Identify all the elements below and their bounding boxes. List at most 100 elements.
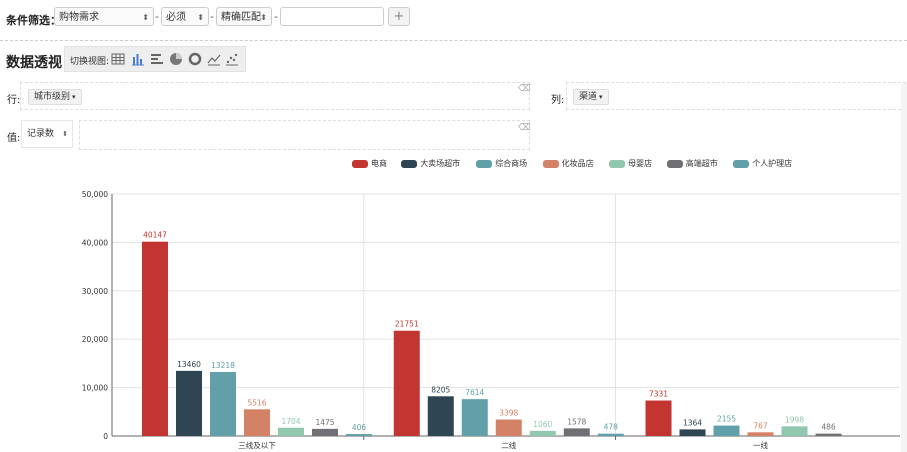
pivot-title: 数据透视 [6, 55, 62, 71]
data-label: 478 [604, 423, 619, 432]
bar [176, 370, 202, 436]
field-select-value: 购物需求 [59, 12, 99, 23]
legend-label: 大卖场超市 [420, 159, 461, 168]
row-field-label: 城市级别 [34, 92, 71, 102]
legend-item[interactable]: 大卖场超市 [401, 158, 460, 169]
data-label: 21751 [395, 320, 419, 329]
legend-swatch [666, 159, 683, 168]
data-label: 767 [753, 421, 768, 430]
col-drop-zone[interactable] [566, 82, 906, 110]
bar-chart-icon[interactable] [131, 52, 145, 66]
legend-swatch [476, 159, 493, 168]
col-field-label: 渠道 [579, 92, 598, 102]
val-label: 值: [7, 133, 21, 144]
bar [346, 434, 372, 436]
legend-item[interactable]: 电商 [352, 158, 387, 169]
y-tick-label: 30,000 [82, 287, 108, 296]
pie-chart-icon[interactable] [169, 52, 183, 66]
bar [461, 399, 488, 436]
bar [427, 396, 454, 436]
value-select[interactable]: 记录数 ⬍ [21, 120, 73, 148]
caret-down-icon: ▾ [72, 93, 76, 101]
data-label: 1704 [281, 417, 300, 426]
condition-select[interactable]: 必须 ⬍ [161, 7, 209, 26]
row-drop-zone[interactable] [20, 82, 530, 110]
separator: - [155, 10, 159, 23]
legend-item[interactable]: 个人护理店 [733, 158, 792, 169]
x-tick-label: 三线及以下 [238, 440, 276, 450]
bar [278, 427, 304, 436]
add-filter-button[interactable]: + [388, 7, 410, 26]
y-tick-label: 40,000 [82, 238, 108, 247]
y-tick-label: 10,000 [82, 384, 108, 393]
bar [563, 428, 590, 436]
legend-swatch [352, 159, 368, 168]
line-chart-icon[interactable] [207, 52, 221, 66]
legend-item[interactable]: 化妆品店 [542, 158, 594, 169]
x-tick-label: 二线 [501, 440, 516, 450]
data-label: 1364 [683, 418, 702, 427]
data-label: 13218 [211, 361, 235, 370]
scatter-chart-icon[interactable] [225, 52, 239, 66]
legend-label: 电商 [371, 159, 387, 168]
y-tick-label: 20,000 [82, 335, 108, 344]
legend-item[interactable]: 高端超市 [666, 158, 718, 169]
legend-item[interactable]: 综合商场 [476, 158, 527, 169]
switch-view-label: 切换视图: [70, 57, 110, 67]
match-select[interactable]: 精确匹配 ⬍ [216, 7, 272, 26]
select-arrows-icon: ⬍ [142, 13, 149, 22]
legend-item[interactable]: 母婴店 [609, 158, 652, 169]
col-label: 列: [551, 95, 565, 106]
match-select-value: 精确匹配 [221, 12, 261, 23]
bar [747, 432, 774, 436]
separator: - [274, 10, 278, 23]
select-arrows-icon: ⬍ [197, 13, 204, 22]
data-label: 1475 [315, 418, 334, 427]
data-label: 1060 [533, 420, 552, 429]
bar [815, 433, 842, 436]
legend-swatch [401, 159, 418, 168]
select-arrows-icon: ⬍ [260, 13, 267, 22]
data-label: 7331 [649, 390, 668, 399]
data-label: 486 [821, 423, 836, 432]
separator: - [210, 10, 214, 23]
legend-swatch [542, 159, 559, 168]
data-label: 2155 [717, 415, 736, 424]
donut-chart-icon[interactable] [188, 52, 202, 66]
bar [781, 426, 808, 436]
horizontal-bar-icon[interactable] [150, 52, 164, 66]
data-label: 13460 [177, 360, 201, 369]
filter-label: 条件筛选： [6, 14, 61, 27]
bar [244, 409, 270, 436]
legend-label: 母婴店 [628, 159, 652, 168]
caret-down-icon: ▾ [599, 93, 603, 101]
y-tick-label: 0 [103, 432, 108, 441]
legend-label: 化妆品店 [561, 159, 594, 168]
bar [312, 428, 338, 436]
field-select[interactable]: 购物需求 ⬍ [54, 7, 154, 26]
bar [645, 400, 672, 436]
value-select-label: 记录数 [27, 129, 55, 139]
scrollbar[interactable] [901, 84, 907, 452]
select-arrows-icon: ⬍ [62, 130, 68, 138]
condition-select-value: 必须 [166, 12, 186, 23]
bar [210, 372, 236, 436]
filter-bar: 条件筛选： 购物需求 ⬍ - 必须 ⬍ - 精确匹配 ⬍ - + [0, 0, 907, 41]
data-label: 7614 [465, 388, 484, 397]
legend-label: 高端超市 [685, 159, 718, 168]
view-switcher: 切换视图: [64, 46, 246, 72]
clear-value-icon[interactable]: ⌫ [518, 123, 531, 133]
legend-swatch [609, 159, 625, 168]
data-label: 1578 [567, 417, 586, 426]
bar [495, 419, 522, 436]
row-field-chip[interactable]: 城市级别 ▾ [28, 89, 82, 105]
col-field-chip[interactable]: 渠道 ▾ [573, 89, 609, 105]
y-tick-label: 50,000 [82, 190, 108, 199]
clear-row-icon[interactable]: ⌫ [518, 84, 531, 94]
table-icon[interactable] [111, 52, 125, 66]
legend-label: 个人护理店 [752, 159, 793, 168]
value-drop-zone[interactable] [79, 120, 530, 150]
filter-value-input[interactable] [280, 7, 384, 26]
data-label: 8205 [431, 385, 450, 394]
bar [597, 433, 624, 436]
